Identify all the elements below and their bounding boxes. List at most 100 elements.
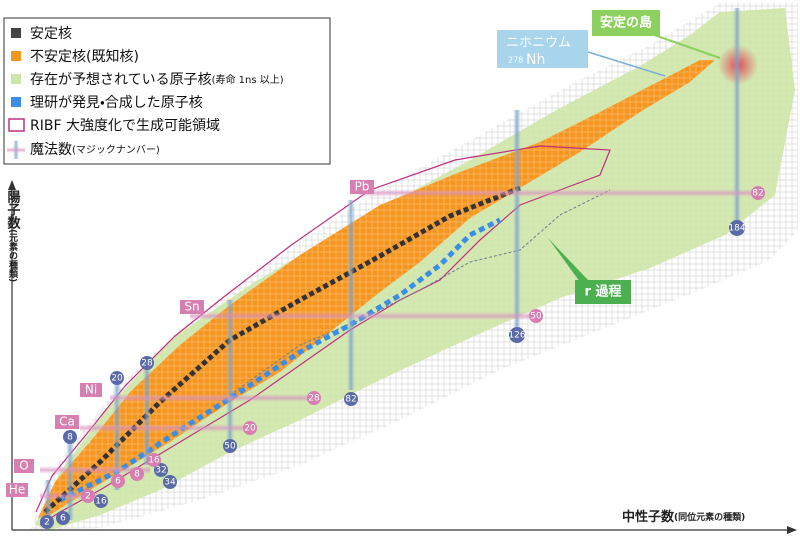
magic-number: 8 [67, 433, 73, 443]
magic-number: 32 [155, 466, 166, 476]
magic-number: 8 [134, 470, 140, 480]
island-label: 安定の島 [600, 15, 652, 31]
magic-number: 20 [111, 374, 123, 384]
element-tag: He [9, 483, 25, 497]
legend-swatch [8, 118, 25, 132]
magic-line [190, 312, 535, 320]
callout-box [592, 10, 660, 36]
tag-box [55, 415, 79, 429]
proton-magic-numbers: 2 6 8 16 20 28 50 82 [81, 186, 765, 503]
callouts: ニホニウム 278 Nh 安定の島 r 過程 [497, 10, 721, 304]
element-tag: Ca [59, 415, 75, 429]
magic-badge [63, 430, 77, 444]
magic-line [80, 424, 250, 432]
magic-line [66, 440, 74, 520]
r-process-path [229, 189, 611, 396]
magic-number: 50 [530, 312, 542, 322]
legend-swatch [11, 97, 21, 107]
r-process-label: r 過程 [585, 284, 622, 300]
magic-badge [344, 392, 358, 406]
axes [8, 180, 797, 534]
legend-label: 安定核 [30, 26, 72, 42]
magic-badge [147, 453, 161, 467]
magic-badge [154, 463, 168, 477]
magic-badge [140, 356, 154, 370]
y-axis-label: 陽子数(元素の種類) [5, 189, 22, 282]
magic-badge [307, 391, 321, 405]
magic-number: 184 [728, 224, 745, 234]
element-tag: Sn [184, 300, 199, 314]
callout-line [587, 51, 666, 77]
magic-number: 126 [508, 331, 525, 341]
y-arrow [8, 180, 16, 190]
magic-badge [110, 371, 124, 385]
magic-line [110, 394, 315, 402]
callout-box [575, 280, 631, 304]
x-note: (同位元素の種類) [674, 511, 745, 523]
stable-nuclei [43, 185, 521, 514]
magic-badge [130, 467, 144, 481]
magic-number: 16 [95, 497, 107, 507]
magic-number: 34 [164, 478, 176, 488]
legend-box [3, 17, 331, 165]
nh-symbol: Nh [526, 52, 545, 68]
legend-note: (寿命 1ns 以上) [212, 73, 284, 86]
legend-note: (マジックナンバー) [72, 144, 160, 156]
magic-number: 2 [85, 492, 91, 502]
callout-box [497, 30, 588, 68]
y-label: 陽子数 [5, 189, 22, 230]
magic-line [40, 492, 100, 500]
magic-line [733, 8, 741, 223]
magic-number: 82 [345, 395, 356, 405]
legend: 安定核 不安定核(既知核) 存在が予想されている原子核(寿命 1ns 以上) 理… [3, 17, 331, 165]
magic-badge [94, 494, 108, 508]
tag-box [80, 383, 102, 397]
magic-number: 6 [60, 514, 66, 524]
magic-badge [163, 475, 177, 489]
magic-badge [223, 439, 237, 453]
magic-badge [40, 515, 54, 529]
magic-badge [81, 489, 95, 503]
legend-label: 存在が予想されている原子核(寿命 1ns 以上) [30, 72, 284, 88]
element-tag: Ni [85, 383, 97, 397]
legend-text: 存在が予想されている原子核 [30, 72, 212, 88]
tag-box [180, 300, 204, 314]
magic-badge [111, 474, 125, 488]
magic-line [113, 380, 121, 490]
magic-number: 28 [308, 394, 320, 404]
magic-badge [56, 511, 70, 525]
magic-badge [729, 220, 745, 236]
legend-label: RIBF 大強度化で生成可能領域 [30, 118, 220, 134]
y-note: (元素の種類) [7, 229, 19, 282]
neutron-magic-numbers: 2 6 16 8 20 28 32 34 50 82 126 184 [40, 220, 746, 529]
legend-swatch [11, 51, 21, 61]
x-axis-label: 中性子数(同位元素の種類) [622, 509, 745, 525]
legend-text: 魔法数 [30, 142, 72, 158]
nh-mass: 278 [508, 56, 523, 65]
legend-label: 理研が発見・合成した原子核 [30, 95, 203, 111]
magic-line [226, 300, 234, 440]
magic-line [40, 466, 150, 474]
element-tag: Pb [355, 180, 370, 194]
magic-number: 28 [141, 359, 153, 369]
element-tags: He O Ca Ni Sn Pb [6, 180, 374, 497]
magic-number: 20 [244, 424, 256, 434]
magic-line [347, 200, 355, 390]
magic-badge [529, 309, 543, 323]
legend-swatch [11, 74, 21, 84]
element-tag: O [19, 459, 28, 473]
magic-badge [751, 186, 765, 200]
magic-number: 82 [752, 189, 763, 199]
nihonium-label: ニホニウム [506, 36, 571, 51]
magic-number: 6 [115, 477, 121, 487]
known-region [38, 60, 715, 518]
magic-line [360, 189, 758, 197]
callout-arrow [548, 238, 588, 282]
magic-line [143, 365, 151, 465]
magic-number: 2 [44, 518, 50, 528]
legend-swatch [11, 28, 21, 38]
magic-number: 16 [148, 456, 160, 466]
magic-badge [509, 327, 525, 343]
legend-label: 不安定核(既知核) [30, 48, 139, 65]
